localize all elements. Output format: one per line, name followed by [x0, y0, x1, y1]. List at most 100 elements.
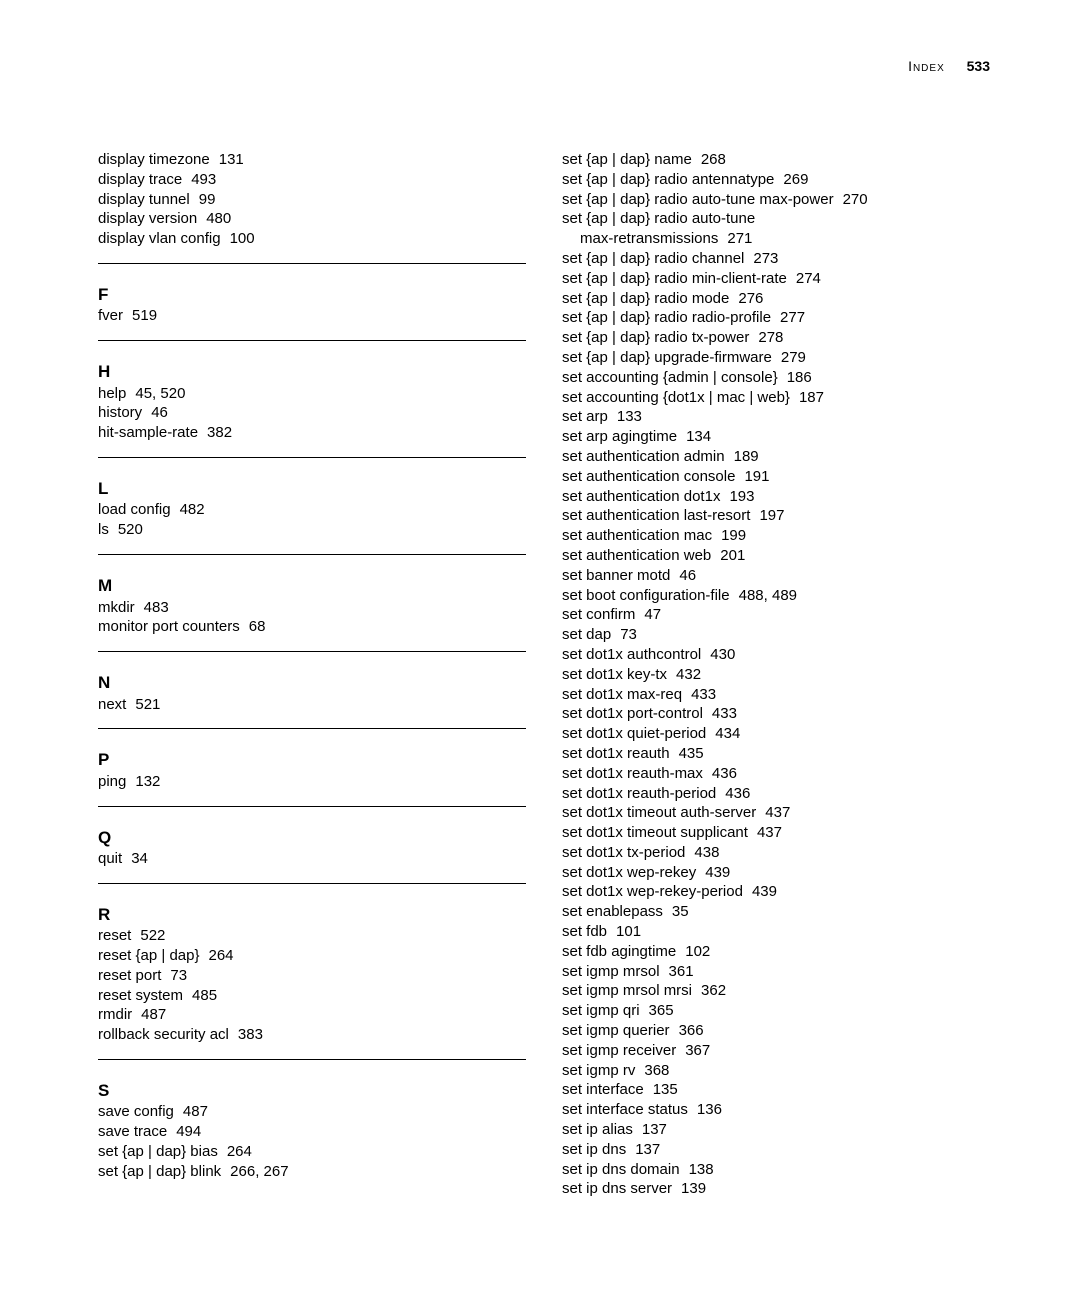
index-term: set {ap | dap} radio min-client-rate — [562, 270, 787, 287]
index-pages: 277 — [780, 309, 805, 326]
index-entry: display vlan config100 — [98, 229, 526, 249]
index-pages: 494 — [176, 1123, 201, 1140]
index-term: reset system — [98, 987, 183, 1004]
index-term: display trace — [98, 171, 182, 188]
index-pages: 46 — [151, 404, 168, 421]
index-entry: set confirm47 — [562, 605, 990, 625]
index-term: set authentication web — [562, 547, 711, 564]
index-entry: set dot1x wep-rekey439 — [562, 863, 990, 883]
index-entry: set authentication console191 — [562, 467, 990, 487]
index-term: set {ap | dap} radio tx-power — [562, 329, 749, 346]
index-entry: set interface status136 — [562, 1100, 990, 1120]
index-pages: 73 — [620, 626, 637, 643]
index-term: set {ap | dap} blink — [98, 1163, 221, 1180]
index-entry: set igmp receiver367 — [562, 1041, 990, 1061]
index-entry: set arp133 — [562, 407, 990, 427]
index-pages: 269 — [783, 171, 808, 188]
index-pages: 270 — [843, 191, 868, 208]
index-pages: 437 — [757, 824, 782, 841]
index-pages: 133 — [617, 408, 642, 425]
index-term: set accounting {admin | console} — [562, 369, 778, 386]
index-term: set confirm — [562, 606, 635, 623]
section-heading: H — [98, 361, 526, 383]
index-entry: set boot configuration-file488, 489 — [562, 586, 990, 606]
index-entry: set banner motd 46 — [562, 566, 990, 586]
index-term: set {ap | dap} bias — [98, 1143, 218, 1160]
index-term: ping — [98, 773, 126, 790]
index-pages: 101 — [616, 923, 641, 940]
index-entry: load config482 — [98, 500, 526, 520]
index-entry: set igmp querier366 — [562, 1021, 990, 1041]
left-column: display timezone131display trace493displ… — [98, 150, 526, 1199]
index-pages: 488, 489 — [739, 587, 797, 604]
index-entry: display timezone131 — [98, 150, 526, 170]
index-term: set authentication admin — [562, 448, 725, 465]
index-entry: display trace493 — [98, 170, 526, 190]
index-pages: 367 — [685, 1042, 710, 1059]
index-entry: set dot1x timeout supplicant 437 — [562, 823, 990, 843]
index-pages: 45, 520 — [135, 385, 185, 402]
index-entry: set fdb agingtime102 — [562, 942, 990, 962]
index-pages: 137 — [635, 1141, 660, 1158]
index-term: set {ap | dap} radio channel — [562, 250, 744, 267]
index-pages: 46 — [679, 567, 696, 584]
index-term: rollback security acl — [98, 1026, 229, 1043]
index-pages: 433 — [712, 705, 737, 722]
index-pages: 434 — [715, 725, 740, 742]
index-pages: 279 — [781, 349, 806, 366]
index-term: display timezone — [98, 151, 210, 168]
index-term: set arp agingtime — [562, 428, 677, 445]
page-header: Index 533 — [908, 58, 990, 74]
index-term: help — [98, 385, 126, 402]
index-entry: set accounting {admin | console}186 — [562, 368, 990, 388]
index-pages: 139 — [681, 1180, 706, 1197]
index-term: quit — [98, 850, 122, 867]
index-entry: set ip dns137 — [562, 1140, 990, 1160]
index-entry: set {ap | dap} radio mode276 — [562, 289, 990, 309]
section-rule — [98, 651, 526, 652]
index-term: history — [98, 404, 142, 421]
index-entry: set {ap | dap} radio tx-power 278 — [562, 328, 990, 348]
index-entry: reset {ap | dap}264 — [98, 946, 526, 966]
index-term: set igmp rv — [562, 1062, 635, 1079]
index-pages: 68 — [249, 618, 266, 635]
index-pages: 271 — [727, 230, 752, 247]
index-term: set igmp mrsol — [562, 963, 660, 980]
index-pages: 365 — [649, 1002, 674, 1019]
index-pages: 433 — [691, 686, 716, 703]
index-pages: 437 — [765, 804, 790, 821]
index-entry: reset522 — [98, 926, 526, 946]
index-term: set dot1x timeout auth-server — [562, 804, 756, 821]
index-entry: set fdb101 — [562, 922, 990, 942]
index-entry: set {ap | dap} radio antennatype269 — [562, 170, 990, 190]
index-term: set interface — [562, 1081, 644, 1098]
index-entry: set ip dns domain138 — [562, 1160, 990, 1180]
index-term: hit-sample-rate — [98, 424, 198, 441]
section-heading: R — [98, 904, 526, 926]
section-heading: Q — [98, 827, 526, 849]
index-term: max-retransmissions — [580, 230, 718, 247]
index-entry: set dot1x tx-period438 — [562, 843, 990, 863]
index-term: set dot1x reauth-max — [562, 765, 703, 782]
index-pages: 266, 267 — [230, 1163, 288, 1180]
index-entry: display version480 — [98, 209, 526, 229]
index-term: mkdir — [98, 599, 135, 616]
index-columns: display timezone131display trace493displ… — [98, 150, 990, 1199]
index-pages: 487 — [141, 1006, 166, 1023]
index-term: set dap — [562, 626, 611, 643]
index-entry: set {ap | dap} radio auto-tune — [562, 209, 990, 229]
index-entry: set dot1x reauth-max436 — [562, 764, 990, 784]
index-pages: 273 — [753, 250, 778, 267]
index-pages: 278 — [758, 329, 783, 346]
index-entry: reset port73 — [98, 966, 526, 986]
index-term: set dot1x key-tx — [562, 666, 667, 683]
index-term: reset {ap | dap} — [98, 947, 199, 964]
index-entry: set {ap | dap} blink 266, 267 — [98, 1162, 526, 1182]
index-term: set dot1x timeout supplicant — [562, 824, 748, 841]
index-term: set banner motd — [562, 567, 670, 584]
index-pages: 368 — [644, 1062, 669, 1079]
index-pages: 102 — [685, 943, 710, 960]
index-pages: 268 — [701, 151, 726, 168]
section-rule — [98, 457, 526, 458]
index-pages: 438 — [694, 844, 719, 861]
